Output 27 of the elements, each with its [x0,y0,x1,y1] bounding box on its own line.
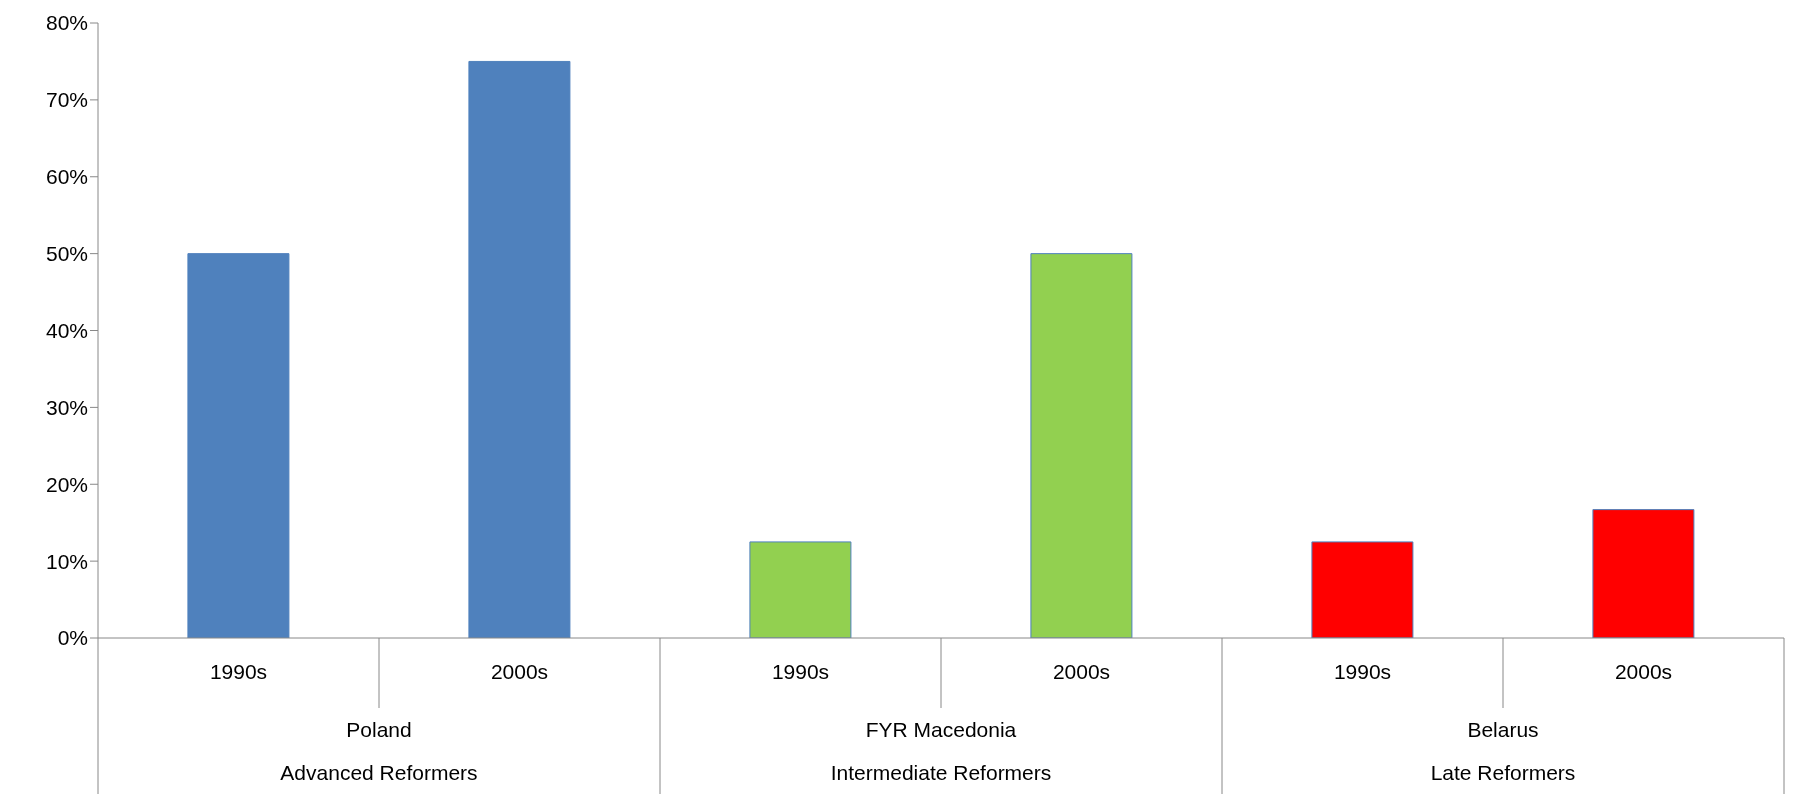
y-tick-label: 70% [45,88,88,112]
text: Intermediate Reformers [830,760,1052,785]
x-tick-label: 2000s [490,659,549,683]
text: FYR Macedonia [865,717,1017,742]
bar [187,253,290,638]
y-tick-label: 50% [45,242,88,266]
x-tick-label: 1990s [771,659,830,683]
y-tick-label: 60% [45,165,88,189]
text: Poland [346,717,412,742]
bar [1592,509,1695,638]
y-tick-label: 40% [45,318,88,342]
bar [749,541,852,638]
bar [1311,541,1414,638]
y-tick-label: 80% [45,11,88,35]
text: Late Reformers [1430,760,1576,785]
bar [1030,253,1133,638]
y-tick-label: 20% [45,472,88,496]
y-tick-label: 30% [45,395,88,419]
x-tick-label: 2000s [1052,659,1111,683]
text: Belarus [1467,717,1539,742]
text: Advanced Reformers [280,760,478,785]
x-tick-label: 2000s [1614,659,1673,683]
y-tick-label: 10% [45,549,88,573]
x-tick-label: 1990s [1333,659,1392,683]
y-tick-label: 0% [57,626,88,650]
x-tick-label: 1990s [209,659,268,683]
bar [468,60,571,638]
